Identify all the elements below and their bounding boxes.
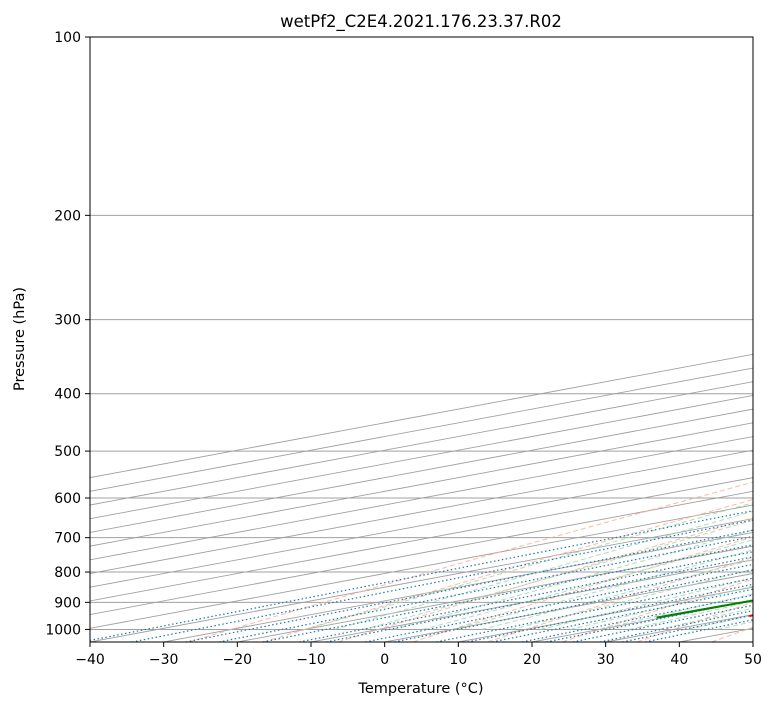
y-tick-label: 400 bbox=[54, 387, 81, 403]
isotherm-line bbox=[163, 531, 753, 642]
mixing-ratio-line bbox=[262, 544, 753, 642]
y-tick-label: 300 bbox=[54, 313, 81, 329]
isotherm-line bbox=[90, 449, 753, 574]
y-axis-title: Pressure (hPa) bbox=[12, 287, 28, 391]
moist-adiabat bbox=[540, 577, 753, 630]
mixing-ratio-line bbox=[492, 588, 753, 642]
isotherm-line bbox=[90, 504, 753, 629]
moist-adiabat bbox=[422, 539, 753, 630]
isotherm-line bbox=[90, 463, 753, 588]
isotherm-line bbox=[90, 353, 753, 479]
moist-adiabat bbox=[452, 549, 753, 630]
dewpoint-profile bbox=[656, 599, 753, 619]
moist-adiabat bbox=[510, 568, 753, 630]
x-tick-label: −30 bbox=[149, 652, 179, 668]
isotherm-line bbox=[90, 436, 753, 561]
dry-adiabat bbox=[263, 499, 753, 642]
isotherm-line bbox=[90, 518, 753, 642]
x-tick-label: 20 bbox=[523, 652, 541, 668]
y-tick-label: 100 bbox=[54, 30, 81, 46]
dry-adiabat bbox=[711, 626, 753, 642]
mixing-ratio-line bbox=[365, 563, 753, 642]
x-tick-label: 10 bbox=[449, 652, 467, 668]
isotherm-line bbox=[90, 422, 753, 547]
y-tick-label: 500 bbox=[54, 444, 81, 460]
y-tick-label: 1000 bbox=[45, 622, 81, 638]
axes: −40 −30 −20 −10 0 10 20 30 40 50 100 200 300 400 500 60… bbox=[45, 30, 762, 668]
mixing-ratio-line bbox=[599, 610, 753, 642]
mixing-ratio-line bbox=[218, 535, 753, 642]
dry-adiabat bbox=[338, 517, 753, 642]
x-tick-label: −10 bbox=[296, 652, 326, 668]
y-tick-label: 800 bbox=[54, 565, 81, 581]
x-tick-label: 0 bbox=[380, 652, 389, 668]
dry-adiabat bbox=[487, 556, 753, 642]
dry-adiabat bbox=[562, 578, 753, 642]
x-axis-title: Temperature (°C) bbox=[357, 681, 483, 697]
moist-adiabat bbox=[393, 529, 753, 630]
moist-adiabat bbox=[717, 621, 753, 630]
isotherm-line bbox=[90, 490, 753, 616]
y-tick-label: 200 bbox=[54, 208, 81, 224]
isotherm-line bbox=[90, 408, 753, 533]
mixing-ratio-line bbox=[131, 519, 753, 642]
chart-title: wetPf2_C2E4.2021.176.23.37.R02 bbox=[280, 12, 562, 32]
y-tick-label: 900 bbox=[54, 595, 81, 611]
mixing-ratio-line bbox=[185, 529, 753, 642]
mixing-ratio-line bbox=[622, 614, 753, 642]
dry-adiabat bbox=[188, 481, 753, 642]
isotherm-line bbox=[752, 641, 753, 642]
moist-adiabat bbox=[304, 502, 753, 630]
mixing-ratio-line bbox=[325, 556, 753, 642]
x-tick-label: 30 bbox=[597, 652, 615, 668]
y-tick-label: 700 bbox=[54, 531, 81, 547]
isotherm-line bbox=[90, 367, 753, 492]
isotherm-line bbox=[90, 394, 753, 520]
y-tick-label: 600 bbox=[54, 491, 81, 507]
x-tick-label: 40 bbox=[670, 652, 688, 668]
moist-adiabat bbox=[334, 510, 753, 630]
background-lines bbox=[90, 37, 753, 642]
dry-adiabat bbox=[412, 536, 753, 642]
isotherm-line bbox=[90, 381, 753, 506]
mixing-ratio-line bbox=[299, 551, 753, 642]
x-tick-label: −20 bbox=[223, 652, 253, 668]
moist-adiabat bbox=[363, 519, 753, 630]
x-tick-label: −40 bbox=[75, 652, 105, 668]
data-series bbox=[656, 599, 753, 619]
isotherm-line bbox=[90, 477, 753, 602]
plot-frame bbox=[89, 36, 754, 643]
moist-adiabat bbox=[481, 559, 753, 630]
x-tick-label: 50 bbox=[744, 652, 762, 668]
